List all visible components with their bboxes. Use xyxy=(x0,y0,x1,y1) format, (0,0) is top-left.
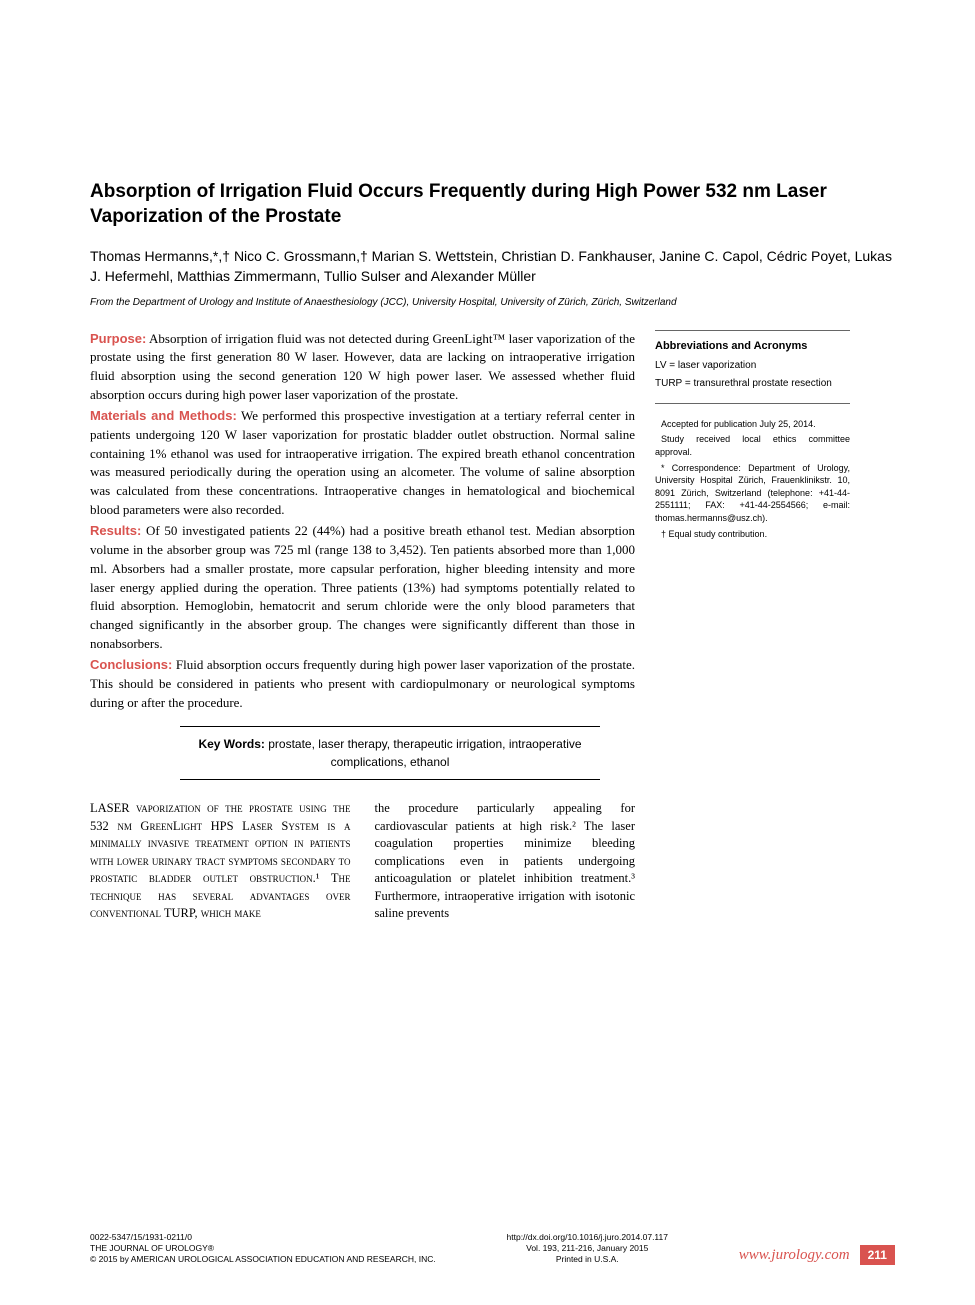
sidebar: Abbreviations and Acronyms LV = laser va… xyxy=(655,330,850,923)
footer-volume: Vol. 193, 211-216, January 2015 xyxy=(507,1243,668,1254)
note-correspondence: * Correspondence: Department of Urology,… xyxy=(655,462,850,525)
abstract-column: Purpose: Absorption of irrigation fluid … xyxy=(90,330,635,923)
main-content: Purpose: Absorption of irrigation fluid … xyxy=(90,330,895,923)
footer-url: www.jurology.com xyxy=(739,1247,850,1264)
body-col1-text: LASER vaporization of the prostate using… xyxy=(90,801,351,920)
keywords-label: Key Words: xyxy=(198,737,268,751)
author-list: Thomas Hermanns,*,† Nico C. Grossmann,† … xyxy=(90,247,895,286)
abbreviations-box: Abbreviations and Acronyms LV = laser va… xyxy=(655,330,850,404)
purpose-text: Absorption of irrigation fluid was not d… xyxy=(90,331,635,403)
keywords-box: Key Words: prostate, laser therapy, ther… xyxy=(180,726,600,780)
conclusions-label: Conclusions: xyxy=(90,657,172,672)
footer-copyright: © 2015 by AMERICAN UROLOGICAL ASSOCIATIO… xyxy=(90,1254,436,1265)
results-label: Results: xyxy=(90,523,141,538)
note-accepted: Accepted for publication July 25, 2014. xyxy=(655,418,850,431)
footer-doi: http://dx.doi.org/10.1016/j.juro.2014.07… xyxy=(507,1232,668,1243)
footer-printed: Printed in U.S.A. xyxy=(507,1254,668,1265)
methods-text: We performed this prospective investigat… xyxy=(90,408,635,517)
body-col2-text: the procedure particularly appealing for… xyxy=(375,801,636,920)
body-text-columns: LASER vaporization of the prostate using… xyxy=(90,800,635,923)
body-column-1: LASER vaporization of the prostate using… xyxy=(90,800,351,923)
footer-right: www.jurology.com 211 xyxy=(739,1245,895,1265)
abbreviations-heading: Abbreviations and Acronyms xyxy=(655,339,850,353)
footer-center: http://dx.doi.org/10.1016/j.juro.2014.07… xyxy=(507,1232,668,1265)
footer-left: 0022-5347/15/1931-0211/0 THE JOURNAL OF … xyxy=(90,1232,436,1265)
body-column-2: the procedure particularly appealing for… xyxy=(375,800,636,923)
article-title: Absorption of Irrigation Fluid Occurs Fr… xyxy=(90,180,895,229)
affiliation: From the Department of Urology and Insti… xyxy=(90,297,895,308)
footer-journal: THE JOURNAL OF UROLOGY® xyxy=(90,1243,436,1254)
abstract-methods: Materials and Methods: We performed this… xyxy=(90,407,635,520)
abbreviation-item: LV = laser vaporization xyxy=(655,359,850,373)
results-text: Of 50 investigated patients 22 (44%) had… xyxy=(90,523,635,651)
note-ethics: Study received local ethics committee ap… xyxy=(655,433,850,458)
abstract-results: Results: Of 50 investigated patients 22 … xyxy=(90,522,635,654)
page-footer: 0022-5347/15/1931-0211/0 THE JOURNAL OF … xyxy=(90,1232,895,1265)
note-contribution: † Equal study contribution. xyxy=(655,528,850,541)
footer-issn: 0022-5347/15/1931-0211/0 xyxy=(90,1232,436,1243)
abstract-conclusions: Conclusions: Fluid absorption occurs fre… xyxy=(90,656,635,713)
abbreviation-item: TURP = transurethral prostate resection xyxy=(655,377,850,391)
sidebar-notes: Accepted for publication July 25, 2014. … xyxy=(655,418,850,540)
keywords-text: prostate, laser therapy, therapeutic irr… xyxy=(268,737,581,769)
conclusions-text: Fluid absorption occurs frequently durin… xyxy=(90,657,635,710)
methods-label: Materials and Methods: xyxy=(90,408,237,423)
purpose-label: Purpose: xyxy=(90,331,146,346)
page-number: 211 xyxy=(860,1245,895,1265)
abstract-purpose: Purpose: Absorption of irrigation fluid … xyxy=(90,330,635,405)
